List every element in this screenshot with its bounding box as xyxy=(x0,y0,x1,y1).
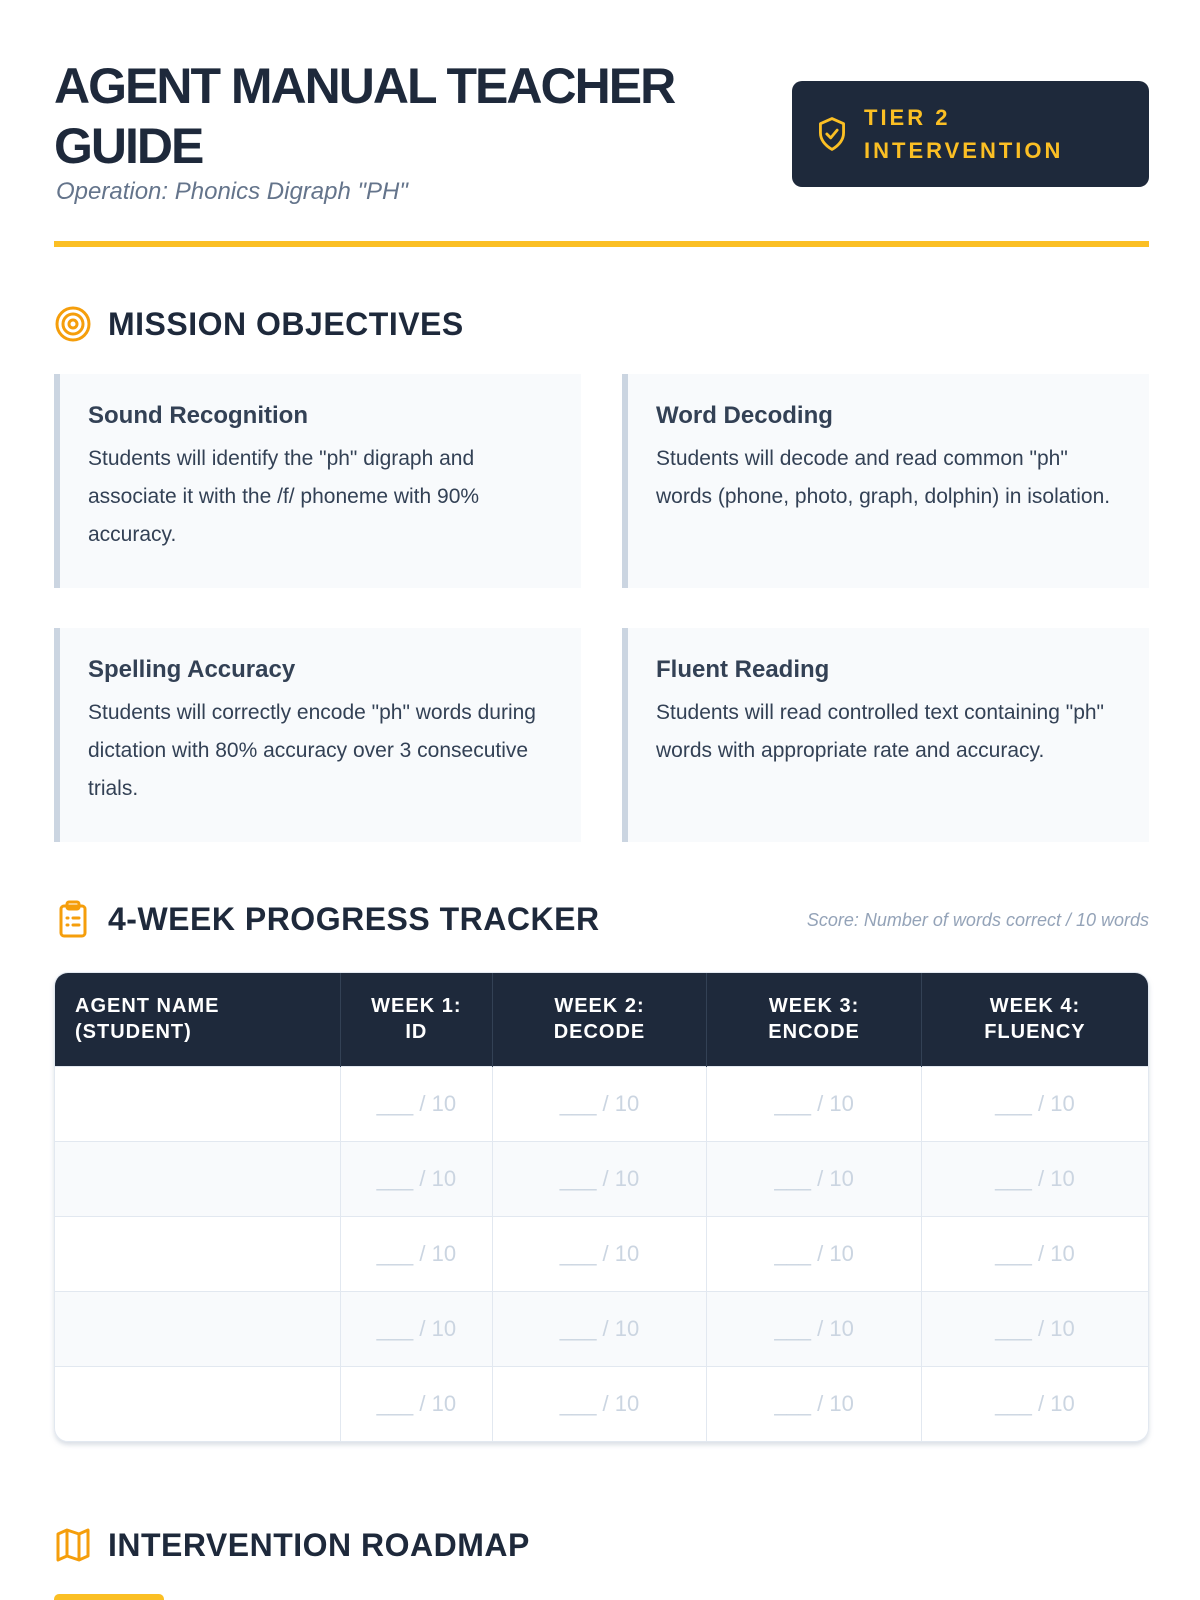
section-title: 4-WEEK PROGRESS TRACKER xyxy=(108,900,600,937)
shield-check-icon xyxy=(819,117,845,151)
section-heading-tracker: 4-WEEK PROGRESS TRACKER xyxy=(54,900,600,938)
score-cell[interactable]: ___ / 10 xyxy=(491,1290,707,1366)
tier-badge: TIER 2 INTERVENTION xyxy=(792,81,1149,187)
column-header-line: (STUDENT) xyxy=(75,1021,192,1044)
score-cell[interactable]: ___ / 10 xyxy=(706,1140,922,1216)
objective-text: Students will decode and read common "ph… xyxy=(656,447,1111,508)
score-cell[interactable]: ___ / 10 xyxy=(339,1065,493,1141)
column-header: WEEK 1: ID xyxy=(339,973,493,1066)
header-divider xyxy=(54,241,1149,247)
score-cell[interactable]: ___ / 10 xyxy=(706,1065,922,1141)
section-title: MISSION OBJECTIVES xyxy=(108,305,464,342)
clipboard-list-icon xyxy=(59,900,87,938)
column-header-line: ENCODE xyxy=(768,1021,860,1044)
student-name-cell[interactable] xyxy=(55,1290,341,1366)
page-title: AGENT MANUAL TEACHER GUIDE xyxy=(54,58,676,174)
table-row: ___ / 10 ___ / 10 ___ / 10 ___ / 10 xyxy=(55,1065,1148,1141)
score-cell[interactable]: ___ / 10 xyxy=(491,1365,707,1441)
score-cell[interactable]: ___ / 10 xyxy=(920,1065,1148,1141)
column-header-line: ID xyxy=(405,1021,428,1044)
objective-card: Spelling Accuracy Students will correctly… xyxy=(54,628,581,842)
objective-title: Word Decoding xyxy=(656,402,833,429)
column-header-line: WEEK 1: xyxy=(371,995,462,1018)
column-header: WEEK 2: DECODE xyxy=(491,973,707,1066)
column-header-line: WEEK 2: xyxy=(554,995,645,1018)
table-row: ___ / 10 ___ / 10 ___ / 10 ___ / 10 xyxy=(55,1290,1148,1366)
page-subtitle: Operation: Phonics Digraph "PH" xyxy=(56,178,408,205)
column-header-line: WEEK 4: xyxy=(989,995,1081,1018)
badge-line-2: INTERVENTION xyxy=(864,138,1064,163)
score-cell[interactable]: ___ / 10 xyxy=(339,1365,493,1441)
objective-title: Spelling Accuracy xyxy=(88,656,296,683)
score-cell[interactable]: ___ / 10 xyxy=(706,1365,922,1441)
table-row: ___ / 10 ___ / 10 ___ / 10 ___ / 10 xyxy=(55,1140,1148,1216)
column-header-line: WEEK 3: xyxy=(768,995,860,1018)
score-cell[interactable]: ___ / 10 xyxy=(920,1140,1148,1216)
column-header-line: DECODE xyxy=(553,1021,646,1044)
objective-text: Students will read controlled text conta… xyxy=(656,701,1105,762)
score-cell[interactable]: ___ / 10 xyxy=(339,1140,493,1216)
objective-text: Students will identify the "ph" digraph … xyxy=(88,447,480,546)
column-header: AGENT NAME (STUDENT) xyxy=(55,973,341,1066)
score-cell[interactable]: ___ / 10 xyxy=(920,1365,1148,1441)
score-cell[interactable]: ___ / 10 xyxy=(491,1065,707,1141)
section-title: INTERVENTION ROADMAP xyxy=(108,1526,530,1563)
score-cell[interactable]: ___ / 10 xyxy=(339,1290,493,1366)
objective-card: Word Decoding Students will decode and re… xyxy=(622,374,1149,588)
score-cell[interactable]: ___ / 10 xyxy=(920,1290,1148,1366)
column-header-line: FLUENCY xyxy=(984,1021,1086,1044)
student-name-cell[interactable] xyxy=(55,1065,341,1141)
objective-title: Sound Recognition xyxy=(88,402,308,429)
student-name-cell[interactable] xyxy=(55,1215,341,1291)
table-row: ___ / 10 ___ / 10 ___ / 10 ___ / 10 xyxy=(55,1215,1148,1291)
section-heading-objectives: MISSION OBJECTIVES xyxy=(54,305,464,343)
map-icon xyxy=(56,1528,90,1562)
score-cell[interactable]: ___ / 10 xyxy=(920,1215,1148,1291)
section-heading-roadmap: INTERVENTION ROADMAP xyxy=(54,1526,530,1564)
table-row: ___ / 10 ___ / 10 ___ / 10 ___ / 10 xyxy=(55,1365,1148,1441)
score-cell[interactable]: ___ / 10 xyxy=(706,1215,922,1291)
student-name-cell[interactable] xyxy=(55,1365,341,1441)
roadmap-step-marker xyxy=(54,1594,164,1600)
target-icon xyxy=(55,306,91,342)
column-header: WEEK 4: FLUENCY xyxy=(920,973,1148,1066)
column-header-line: AGENT NAME xyxy=(75,995,220,1018)
badge-line-1: TIER 2 xyxy=(864,105,951,130)
score-cell[interactable]: ___ / 10 xyxy=(339,1215,493,1291)
score-cell[interactable]: ___ / 10 xyxy=(491,1215,707,1291)
score-cell[interactable]: ___ / 10 xyxy=(491,1140,707,1216)
objective-card: Sound Recognition Students will identify … xyxy=(54,374,581,588)
objective-title: Fluent Reading xyxy=(656,656,830,683)
score-cell[interactable]: ___ / 10 xyxy=(706,1290,922,1366)
column-header: WEEK 3: ENCODE xyxy=(706,973,922,1066)
score-note: Score: Number of words correct / 10 word… xyxy=(806,910,1149,930)
objective-text: Students will correctly encode "ph" word… xyxy=(88,701,536,800)
student-name-cell[interactable] xyxy=(55,1140,341,1216)
objective-card: Fluent Reading Students will read control… xyxy=(622,628,1149,842)
progress-table: AGENT NAME (STUDENT) WEEK 1: ID WEEK 2: DECOD… xyxy=(54,972,1149,1442)
